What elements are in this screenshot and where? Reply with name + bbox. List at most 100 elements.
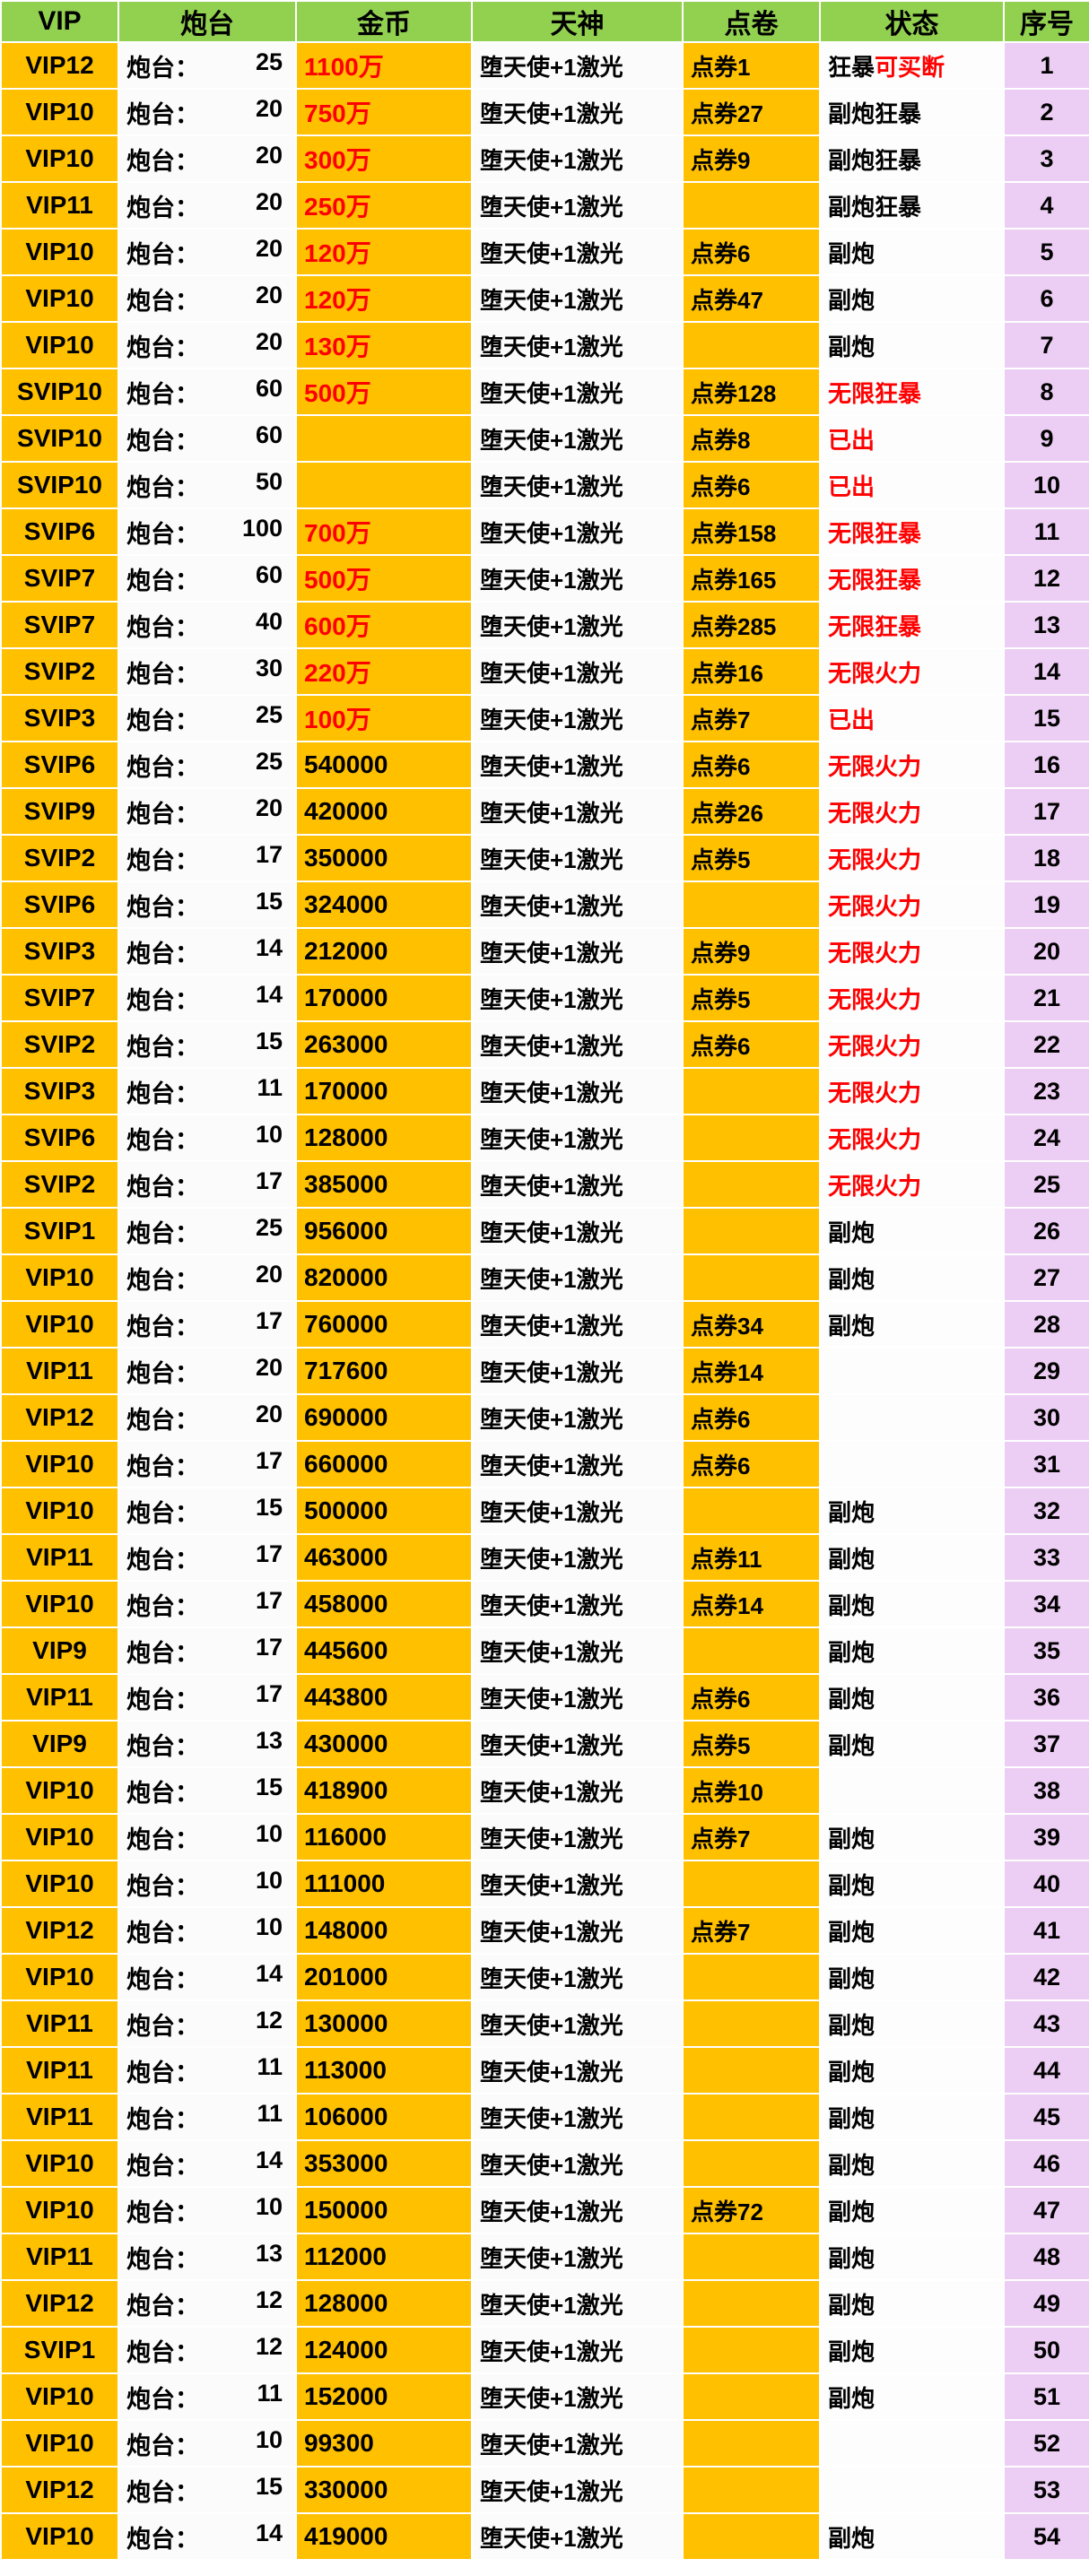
turret-count: 14 [255,1959,283,1987]
cell-turret: 炮台： 60 [118,414,297,463]
cell-gold: 250万 [295,181,473,230]
table-row[interactable]: VIP11 炮台： 11 113000 堕天使+1激光 副炮 44 [0,2046,1089,2095]
table-row[interactable]: VIP11 炮台： 17 463000 堕天使+1激光 点券11 副炮 33 [0,1533,1089,1582]
column-header-gold[interactable]: 金币 [295,0,473,43]
table-row[interactable]: VIP10 炮台： 20 130万 堕天使+1激光 副炮 7 [0,321,1089,369]
turret-label: 炮台： [126,2245,199,2273]
cell-gold: 690000 [295,1393,473,1442]
table-row[interactable]: VIP10 炮台： 14 419000 堕天使+1激光 副炮 54 [0,2512,1089,2561]
table-row[interactable]: SVIP2 炮台： 17 350000 堕天使+1激光 点券5 无限火力 18 [0,834,1089,882]
table-row[interactable]: VIP10 炮台： 20 820000 堕天使+1激光 副炮 27 [0,1253,1089,1302]
table-row[interactable]: VIP11 炮台： 17 443800 堕天使+1激光 点券6 副炮 36 [0,1673,1089,1722]
cell-gold: 113000 [295,2046,473,2095]
table-row[interactable]: VIP11 炮台： 12 130000 堕天使+1激光 副炮 43 [0,1999,1089,2048]
table-row[interactable]: SVIP7 炮台： 40 600万 堕天使+1激光 点券285 无限狂暴 13 [0,601,1089,649]
table-row[interactable]: VIP10 炮台： 20 300万 堕天使+1激光 点券9 副炮狂暴 3 [0,134,1089,183]
table-row[interactable]: VIP11 炮台： 11 106000 堕天使+1激光 副炮 45 [0,2093,1089,2141]
column-header-vip[interactable]: VIP [0,0,119,43]
cell-god: 堕天使+1激光 [471,1533,684,1582]
table-row[interactable]: SVIP6 炮台： 10 128000 堕天使+1激光 无限火力 24 [0,1114,1089,1162]
table-row[interactable]: VIP11 炮台： 20 250万 堕天使+1激光 副炮狂暴 4 [0,181,1089,230]
table-row[interactable]: VIP9 炮台： 13 430000 堕天使+1激光 点券5 副炮 37 [0,1720,1089,1768]
cell-vip: SVIP7 [0,974,119,1022]
table-row[interactable]: VIP10 炮台： 10 116000 堕天使+1激光 点券7 副炮 39 [0,1813,1089,1861]
table-row[interactable]: SVIP7 炮台： 14 170000 堕天使+1激光 点券5 无限火力 21 [0,974,1089,1022]
table-row[interactable]: SVIP2 炮台： 17 385000 堕天使+1激光 无限火力 25 [0,1160,1089,1209]
cell-ticket [682,1999,821,2048]
table-row[interactable]: SVIP3 炮台： 11 170000 堕天使+1激光 无限火力 23 [0,1067,1089,1115]
cell-turret: 炮台： 25 [118,1207,297,1255]
table-row[interactable]: VIP10 炮台： 15 500000 堕天使+1激光 副炮 32 [0,1487,1089,1535]
cell-status: 副炮 [819,2139,1005,2188]
table-row[interactable]: SVIP6 炮台： 100 700万 堕天使+1激光 点券158 无限狂暴 11 [0,507,1089,556]
table-row[interactable]: SVIP1 炮台： 25 956000 堕天使+1激光 副炮 26 [0,1207,1089,1255]
table-row[interactable]: VIP10 炮台： 10 111000 堕天使+1激光 副炮 40 [0,1860,1089,1908]
table-row[interactable]: VIP11 炮台： 20 717600 堕天使+1激光 点券14 29 [0,1347,1089,1395]
turret-count: 14 [255,980,283,1008]
table-row[interactable]: SVIP2 炮台： 15 263000 堕天使+1激光 点券6 无限火力 22 [0,1020,1089,1069]
table-row[interactable]: VIP10 炮台： 20 120万 堕天使+1激光 点券47 副炮 6 [0,274,1089,323]
cell-god: 堕天使+1激光 [471,1626,684,1675]
cell-vip: VIP10 [0,274,119,323]
table-row[interactable]: VIP12 炮台： 10 148000 堕天使+1激光 点券7 副炮 41 [0,1906,1089,1955]
table-row[interactable]: VIP10 炮台： 14 201000 堕天使+1激光 副炮 42 [0,1953,1089,2001]
turret-count: 14 [255,933,283,961]
table-row[interactable]: VIP12 炮台： 15 330000 堕天使+1激光 53 [0,2466,1089,2514]
cell-gold: 330000 [295,2466,473,2514]
table-row[interactable]: VIP9 炮台： 17 445600 堕天使+1激光 副炮 35 [0,1626,1089,1675]
table-row[interactable]: VIP10 炮台： 10 99300 堕天使+1激光 52 [0,2419,1089,2468]
turret-count: 10 [255,2425,283,2453]
cell-ticket [682,321,821,369]
table-row[interactable]: VIP10 炮台： 10 150000 堕天使+1激光 点券72 副炮 47 [0,2186,1089,2234]
table-row[interactable]: SVIP3 炮台： 14 212000 堕天使+1激光 点券9 无限火力 20 [0,927,1089,976]
table-row[interactable]: VIP10 炮台： 17 760000 堕天使+1激光 点券34 副炮 28 [0,1300,1089,1349]
table-row[interactable]: VIP10 炮台： 20 120万 堕天使+1激光 点券6 副炮 5 [0,228,1089,276]
cell-god: 堕天使+1激光 [471,1720,684,1768]
turret-count: 10 [255,1866,283,1894]
cell-ticket [682,1160,821,1209]
cell-god: 堕天使+1激光 [471,507,684,556]
turret-count: 13 [255,1726,283,1754]
cell-status: 无限火力 [819,1020,1005,1069]
table-row[interactable]: VIP10 炮台： 17 458000 堕天使+1激光 点券14 副炮 34 [0,1580,1089,1628]
table-row[interactable]: SVIP6 炮台： 25 540000 堕天使+1激光 点券6 无限火力 16 [0,741,1089,789]
table-row[interactable]: SVIP1 炮台： 12 124000 堕天使+1激光 副炮 50 [0,2326,1089,2374]
cell-index: 35 [1003,1626,1089,1675]
column-header-turret[interactable]: 炮台 [118,0,297,43]
table-row[interactable]: SVIP10 炮台： 60 堕天使+1激光 点券8 已出 9 [0,414,1089,463]
cell-index: 30 [1003,1393,1089,1442]
cell-vip: VIP11 [0,1999,119,2048]
table-row[interactable]: SVIP10 炮台： 50 堕天使+1激光 点券6 已出 10 [0,461,1089,509]
table-row[interactable]: SVIP7 炮台： 60 500万 堕天使+1激光 点券165 无限狂暴 12 [0,554,1089,603]
column-header-ticket[interactable]: 点卷 [682,0,821,43]
table-row[interactable]: VIP10 炮台： 14 353000 堕天使+1激光 副炮 46 [0,2139,1089,2188]
table-row[interactable]: VIP10 炮台： 11 152000 堕天使+1激光 副炮 51 [0,2372,1089,2421]
table-row[interactable]: VIP10 炮台： 15 418900 堕天使+1激光 点券10 38 [0,1766,1089,1815]
table-row[interactable]: SVIP2 炮台： 30 220万 堕天使+1激光 点券16 无限火力 14 [0,647,1089,696]
cell-gold: 300万 [295,134,473,183]
column-header-status[interactable]: 状态 [819,0,1005,43]
table-row[interactable]: VIP12 炮台： 20 690000 堕天使+1激光 点券6 30 [0,1393,1089,1442]
table-row[interactable]: VIP12 炮台： 25 1100万 堕天使+1激光 点券1 狂暴可买断 1 [0,41,1089,90]
cell-turret: 炮台： 20 [118,274,297,323]
cell-ticket: 点券26 [682,787,821,836]
cell-vip: VIP10 [0,228,119,276]
table-row[interactable]: VIP10 炮台： 20 750万 堕天使+1激光 点券27 副炮狂暴 2 [0,88,1089,136]
cell-god: 堕天使+1激光 [471,601,684,649]
cell-vip: VIP12 [0,1393,119,1442]
cell-vip: VIP10 [0,1300,119,1349]
table-row[interactable]: SVIP3 炮台： 25 100万 堕天使+1激光 点券7 已出 15 [0,694,1089,742]
table-row[interactable]: VIP11 炮台： 13 112000 堕天使+1激光 副炮 48 [0,2233,1089,2281]
cell-ticket [682,1114,821,1162]
cell-gold: 124000 [295,2326,473,2374]
cell-turret: 炮台： 25 [118,694,297,742]
table-row[interactable]: SVIP6 炮台： 15 324000 堕天使+1激光 无限火力 19 [0,880,1089,929]
column-header-god[interactable]: 天神 [471,0,684,43]
table-row[interactable]: VIP12 炮台： 12 128000 堕天使+1激光 副炮 49 [0,2279,1089,2328]
table-row[interactable]: SVIP10 炮台： 60 500万 堕天使+1激光 点券128 无限狂暴 8 [0,368,1089,416]
cell-turret: 炮台： 20 [118,321,297,369]
column-header-index[interactable]: 序号 [1003,0,1089,43]
table-row[interactable]: VIP10 炮台： 17 660000 堕天使+1激光 点券6 31 [0,1440,1089,1488]
turret-count: 60 [255,421,283,448]
table-row[interactable]: SVIP9 炮台： 20 420000 堕天使+1激光 点券26 无限火力 17 [0,787,1089,836]
